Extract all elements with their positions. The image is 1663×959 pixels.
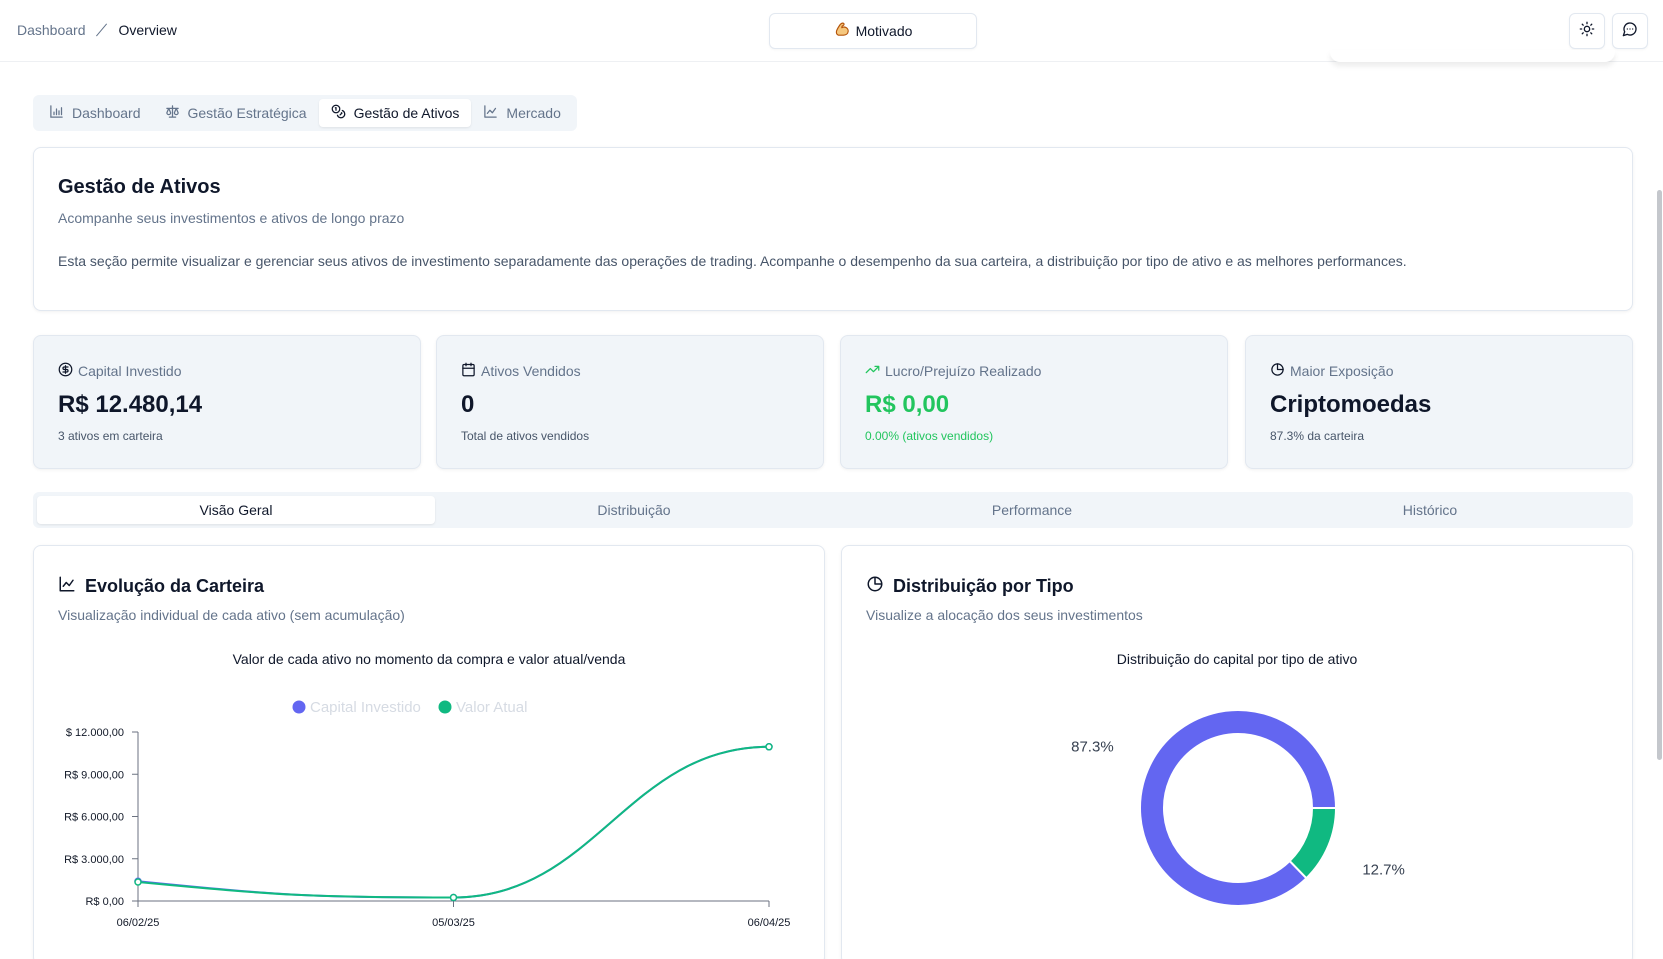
theme-toggle-button[interactable] [1569, 13, 1605, 49]
stat-card-ativos-vendidos: Ativos Vendidos 0 Total de ativos vendid… [436, 335, 824, 469]
pie-slice [1288, 807, 1338, 880]
tab-label: Dashboard [72, 105, 141, 121]
doughnut-chart: 87.3% 12.7% [1071, 709, 1405, 907]
coins-icon [331, 104, 346, 122]
chart-title: Valor de cada ativo no momento da compra… [232, 651, 626, 667]
stat-card-maior-exposicao: Maior Exposição Criptomoedas 87.3% da ca… [1245, 335, 1633, 469]
dollar-circle-icon [58, 362, 73, 380]
distribution-title-text: Distribuição por Tipo [893, 576, 1074, 596]
x-tick-label: 06/02/25 [117, 917, 160, 929]
data-point [765, 743, 773, 751]
tab-mercado[interactable]: Mercado [471, 99, 572, 127]
stat-label-text: Capital Investido [78, 363, 182, 379]
dropdown-edge [1330, 50, 1615, 62]
bar-chart-icon [49, 104, 64, 122]
pie-slice [1139, 709, 1338, 907]
y-tick-label: $ 12.000,00 [66, 727, 124, 739]
section-description: Esta seção permite visualizar e gerencia… [58, 253, 1407, 269]
calendar-icon [461, 362, 476, 380]
distribution-card: Distribuição por Tipo Visualize a alocaç… [841, 545, 1633, 959]
stat-card-lucro-prejuizo: Lucro/Prejuízo Realizado R$ 0,00 0.00% (… [840, 335, 1228, 469]
stat-label: Lucro/Prejuízo Realizado [865, 362, 1041, 380]
legend-label: Valor Atual [456, 699, 527, 716]
sun-icon [1579, 21, 1595, 42]
legend-label: Capital Investido [310, 699, 421, 716]
y-tick-label: R$ 0,00 [85, 896, 124, 908]
data-point [449, 893, 458, 902]
trending-up-icon [865, 362, 880, 380]
stat-label-text: Lucro/Prejuízo Realizado [885, 363, 1042, 379]
tab-dashboard[interactable]: Dashboard [37, 99, 153, 127]
tab-label: Gestão Estratégica [187, 105, 307, 121]
tab-visao-geral[interactable]: Visão Geral [37, 496, 435, 524]
flexed-biceps-icon [834, 21, 851, 41]
evolution-card: Evolução da Carteira Visualização indivi… [33, 545, 825, 959]
stat-label: Maior Exposição [1270, 362, 1394, 380]
evolution-subtitle: Visualização individual de cada ativo (s… [58, 607, 405, 623]
stat-label-text: Ativos Vendidos [481, 363, 581, 379]
main-tabs: Dashboard Gestão Estratégica Gestão de A… [33, 95, 577, 131]
sub-tabs: Visão Geral Distribuição Performance His… [33, 492, 1633, 528]
breadcrumb-dashboard-link[interactable]: Dashboard [17, 22, 86, 38]
tab-gestao-de-ativos[interactable]: Gestão de Ativos [318, 99, 472, 127]
mood-label: Motivado [855, 23, 913, 39]
tab-historico[interactable]: Histórico [1402, 502, 1458, 518]
series-line [137, 745, 770, 899]
chart-title: Distribuição do capital por tipo de ativ… [1116, 651, 1358, 667]
intro-card: Gestão de Ativos Acompanhe seus investim… [33, 147, 1633, 311]
distribution-subtitle: Visualize a alocação dos seus investimen… [866, 607, 1143, 623]
evolution-title-text: Evolução da Carteira [85, 576, 265, 596]
line-chart-icon [58, 575, 76, 598]
section-subtitle: Acompanhe seus investimentos e ativos de… [58, 210, 405, 226]
pie-chart-icon [866, 575, 884, 598]
message-circle-icon [1622, 21, 1638, 42]
tab-label: Mercado [506, 105, 561, 121]
scale-icon [165, 104, 180, 122]
line-chart-icon [483, 104, 498, 122]
breadcrumb-separator-icon [96, 23, 108, 37]
tab-gestao-estrategica[interactable]: Gestão Estratégica [153, 99, 319, 127]
legend-marker [438, 700, 452, 714]
stat-value: Criptomoedas [1270, 391, 1432, 418]
stat-card-capital-investido: Capital Investido R$ 12.480,14 3 ativos … [33, 335, 421, 469]
stat-label-text: Maior Exposição [1290, 363, 1394, 379]
x-tick-label: 06/04/25 [748, 917, 791, 929]
section-title: Gestão de Ativos [58, 176, 221, 198]
x-tick-label: 05/03/25 [432, 917, 475, 929]
y-tick-label: R$ 3.000,00 [64, 854, 124, 866]
line-chart: Capital Investido Valor Atual R$ 0,00 R$ 3.… [64, 699, 791, 929]
breadcrumb-current: Overview [118, 22, 177, 38]
series-line [137, 745, 770, 899]
stat-note: Total de ativos vendidos [461, 429, 590, 443]
stat-label: Capital Investido [58, 362, 182, 380]
stat-note: 87.3% da carteira [1270, 429, 1365, 443]
breadcrumb: Dashboard Overview [17, 22, 177, 38]
pie-chart-icon [1270, 362, 1285, 380]
stat-note: 0.00% (ativos vendidos) [865, 429, 994, 443]
tab-label: Gestão de Ativos [353, 105, 460, 121]
scrollbar[interactable] [1657, 190, 1662, 760]
chat-button[interactable] [1612, 13, 1648, 49]
top-bar: Dashboard Overview Motivado [0, 0, 1663, 62]
stat-value: R$ 12.480,14 [58, 391, 203, 418]
y-tick-label: R$ 9.000,00 [64, 769, 124, 781]
slice-label: 87.3% [1071, 739, 1114, 756]
distribution-title: Distribuição por Tipo [866, 575, 1074, 598]
mood-button[interactable]: Motivado [769, 13, 977, 49]
tab-distribuicao[interactable]: Distribuição [597, 502, 671, 518]
stat-label: Ativos Vendidos [461, 362, 581, 380]
data-point [134, 878, 142, 886]
slice-label: 12.7% [1362, 861, 1405, 878]
stat-value: 0 [461, 391, 475, 418]
y-tick-label: R$ 6.000,00 [64, 812, 124, 824]
tab-performance[interactable]: Performance [991, 502, 1073, 518]
stat-value: R$ 0,00 [865, 391, 950, 418]
stat-note: 3 ativos em carteira [58, 429, 163, 443]
legend-marker [292, 700, 306, 714]
evolution-title: Evolução da Carteira [58, 575, 264, 598]
